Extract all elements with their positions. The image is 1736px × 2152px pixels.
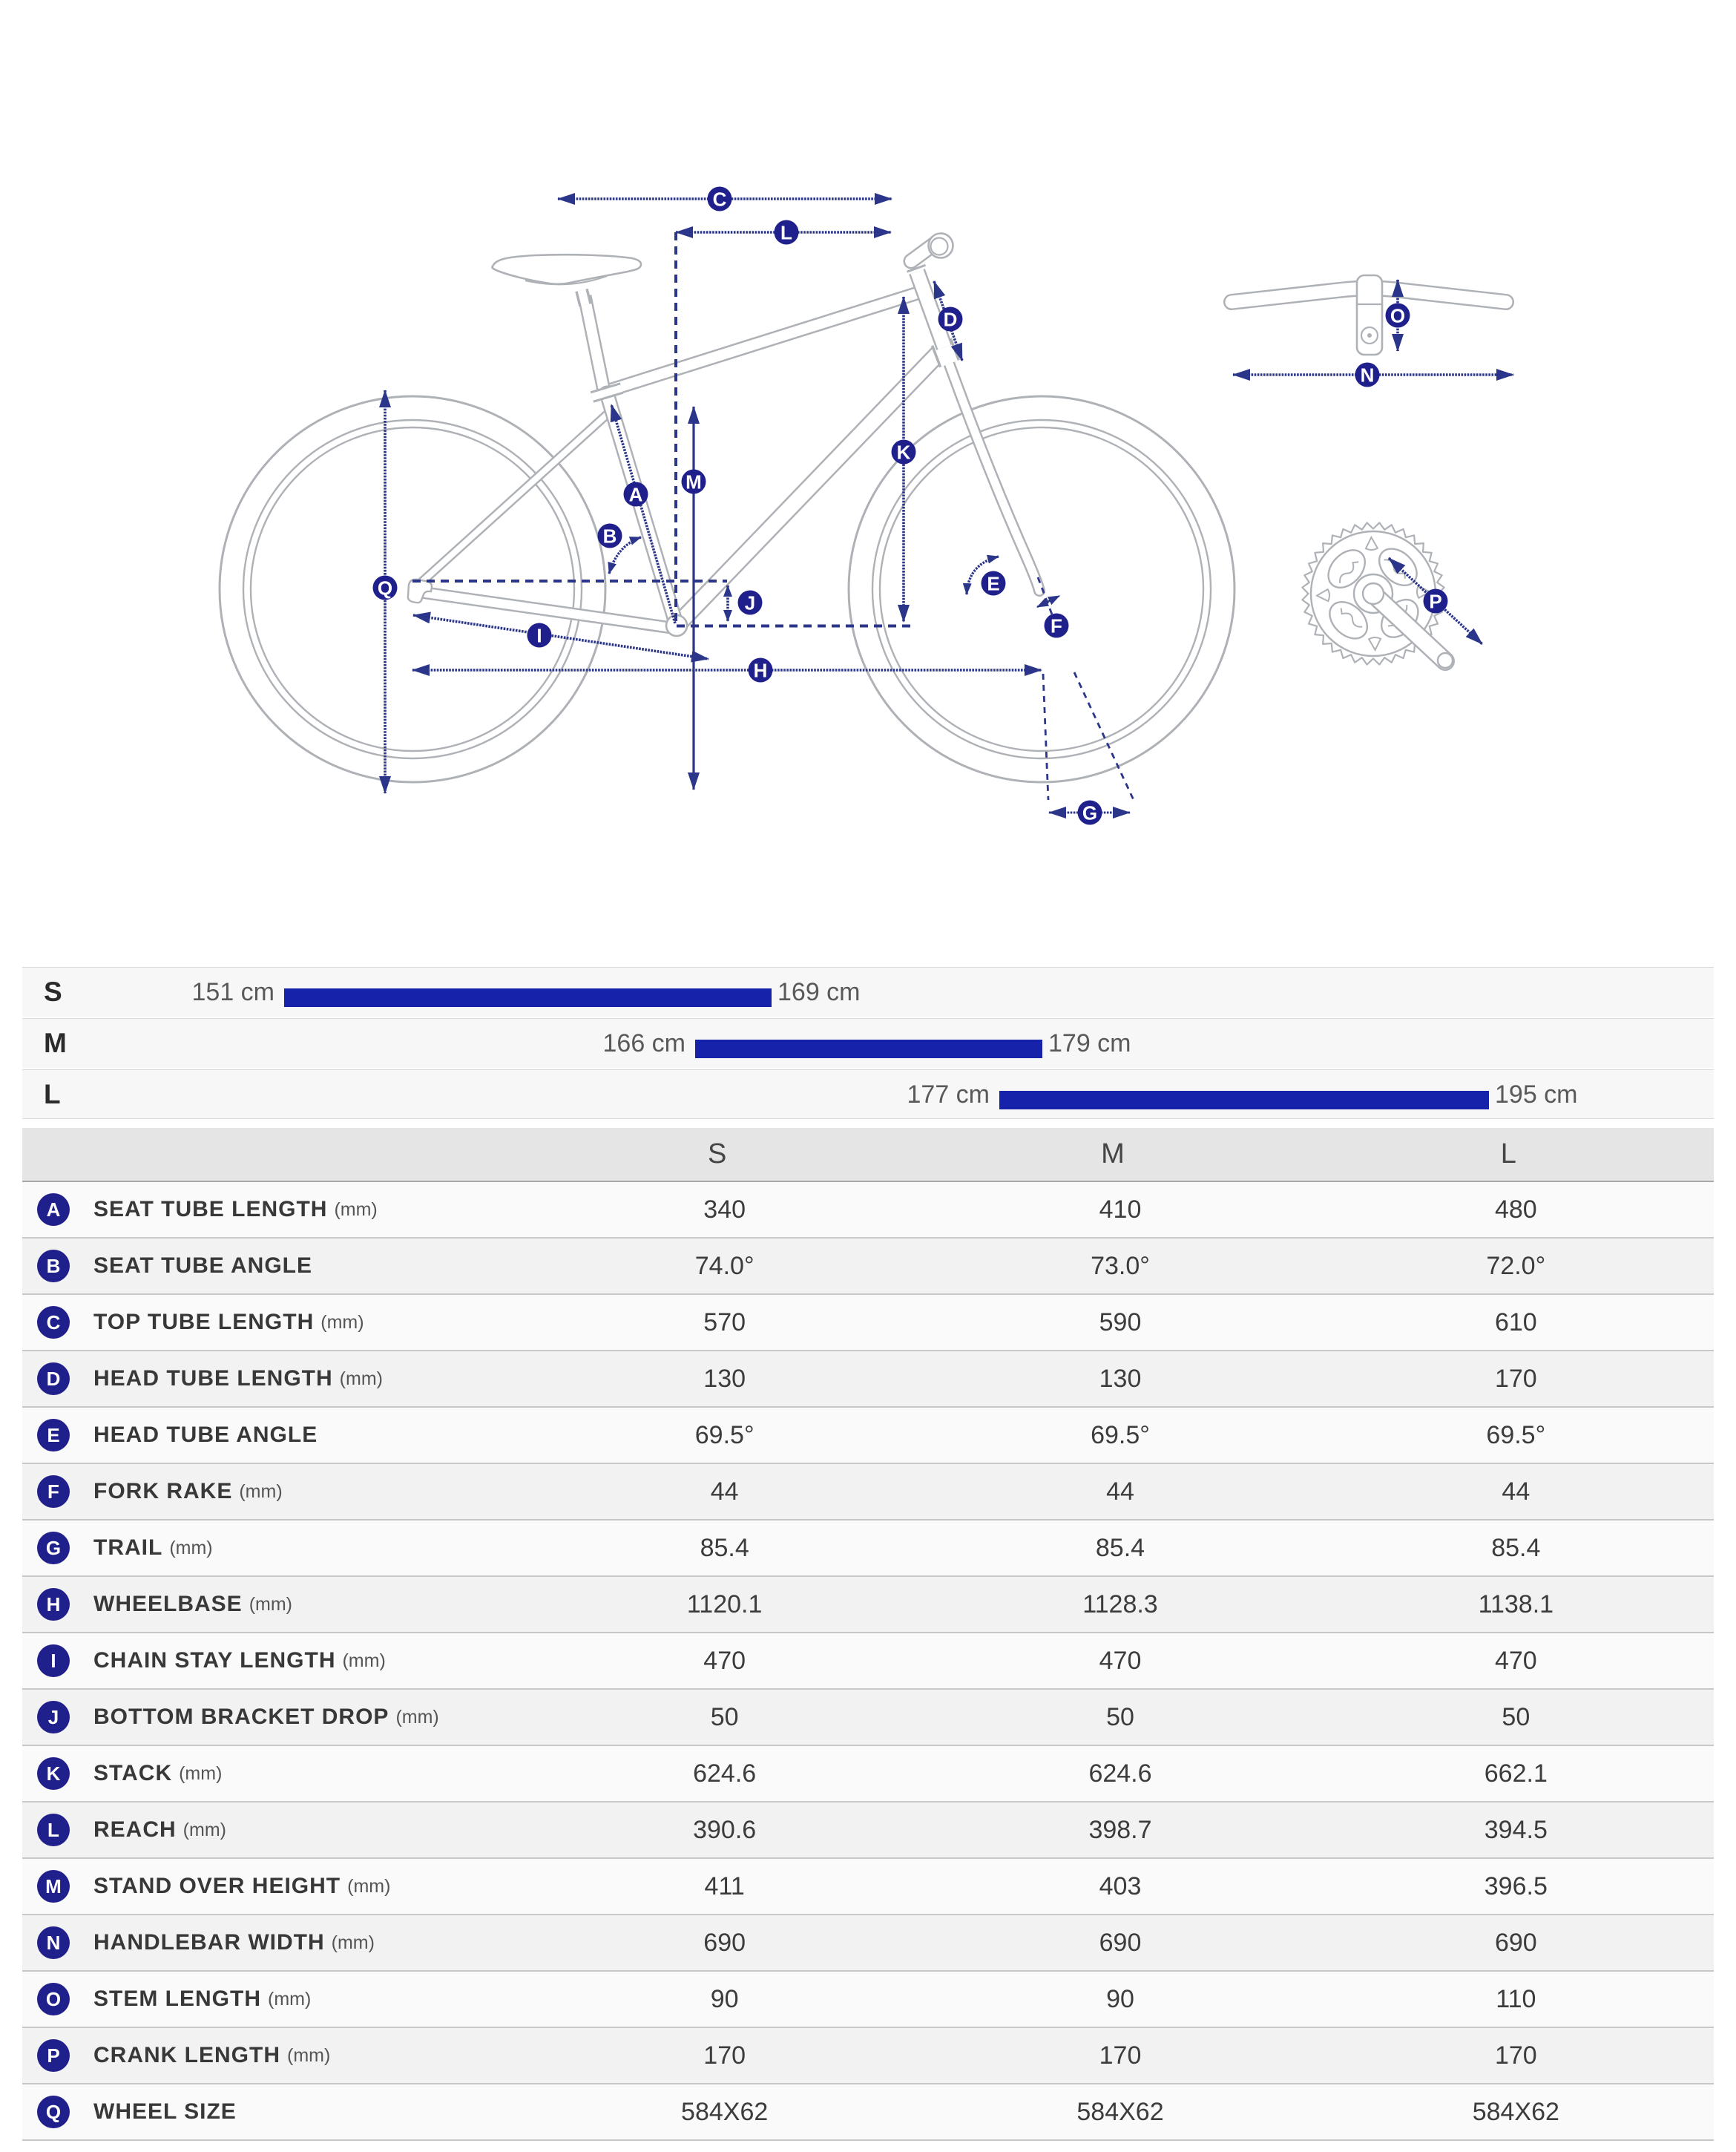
svg-text:Q: Q bbox=[378, 577, 392, 599]
svg-text:L: L bbox=[780, 221, 792, 243]
svg-text:G: G bbox=[1082, 801, 1097, 824]
svg-text:B: B bbox=[603, 525, 617, 547]
svg-text:K: K bbox=[897, 441, 911, 463]
svg-text:D: D bbox=[944, 308, 958, 330]
svg-text:N: N bbox=[1361, 364, 1375, 386]
svg-text:E: E bbox=[987, 572, 999, 594]
svg-text:H: H bbox=[754, 659, 768, 681]
svg-text:M: M bbox=[685, 470, 702, 493]
svg-text:J: J bbox=[745, 591, 755, 614]
svg-text:P: P bbox=[1429, 590, 1441, 612]
svg-text:I: I bbox=[536, 624, 542, 646]
svg-text:C: C bbox=[713, 188, 727, 210]
svg-text:O: O bbox=[1390, 304, 1405, 327]
svg-text:F: F bbox=[1051, 614, 1062, 637]
svg-text:A: A bbox=[629, 483, 643, 505]
